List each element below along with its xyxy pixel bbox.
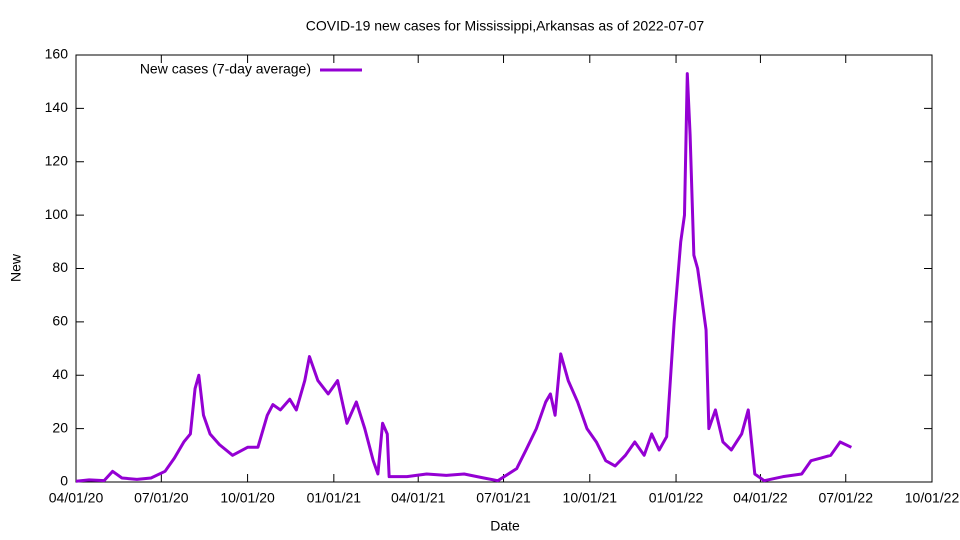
x-tick-label: 10/01/22 <box>905 490 960 506</box>
x-tick-label: 07/01/20 <box>134 490 189 506</box>
y-tick-label: 80 <box>52 259 68 275</box>
y-tick-label: 100 <box>45 206 69 222</box>
legend-label: New cases (7-day average) <box>140 61 311 77</box>
data-line <box>75 72 853 483</box>
y-tick-label: 140 <box>45 99 69 115</box>
x-tick-label: 01/01/21 <box>307 490 362 506</box>
chart-title: COVID-19 new cases for Mississippi,Arkan… <box>306 18 705 34</box>
x-tick-label: 10/01/20 <box>220 490 275 506</box>
x-tick-label: 10/01/21 <box>563 490 618 506</box>
x-tick-label: 04/01/22 <box>733 490 788 506</box>
x-tick-label: 04/01/20 <box>49 490 104 506</box>
x-tick-label: 01/01/22 <box>649 490 704 506</box>
y-tick-label: 120 <box>45 152 69 168</box>
x-tick-label: 07/01/21 <box>476 490 531 506</box>
y-tick-label: 40 <box>52 366 68 382</box>
y-axis-label: New <box>8 253 24 282</box>
x-axis-label: Date <box>490 518 520 534</box>
x-tick-label: 07/01/22 <box>818 490 873 506</box>
y-tick-label: 20 <box>52 419 68 435</box>
y-tick-label: 0 <box>60 473 68 489</box>
y-tick-label: 60 <box>52 313 68 329</box>
x-tick-label: 04/01/21 <box>391 490 446 506</box>
y-tick-label: 160 <box>45 46 69 62</box>
